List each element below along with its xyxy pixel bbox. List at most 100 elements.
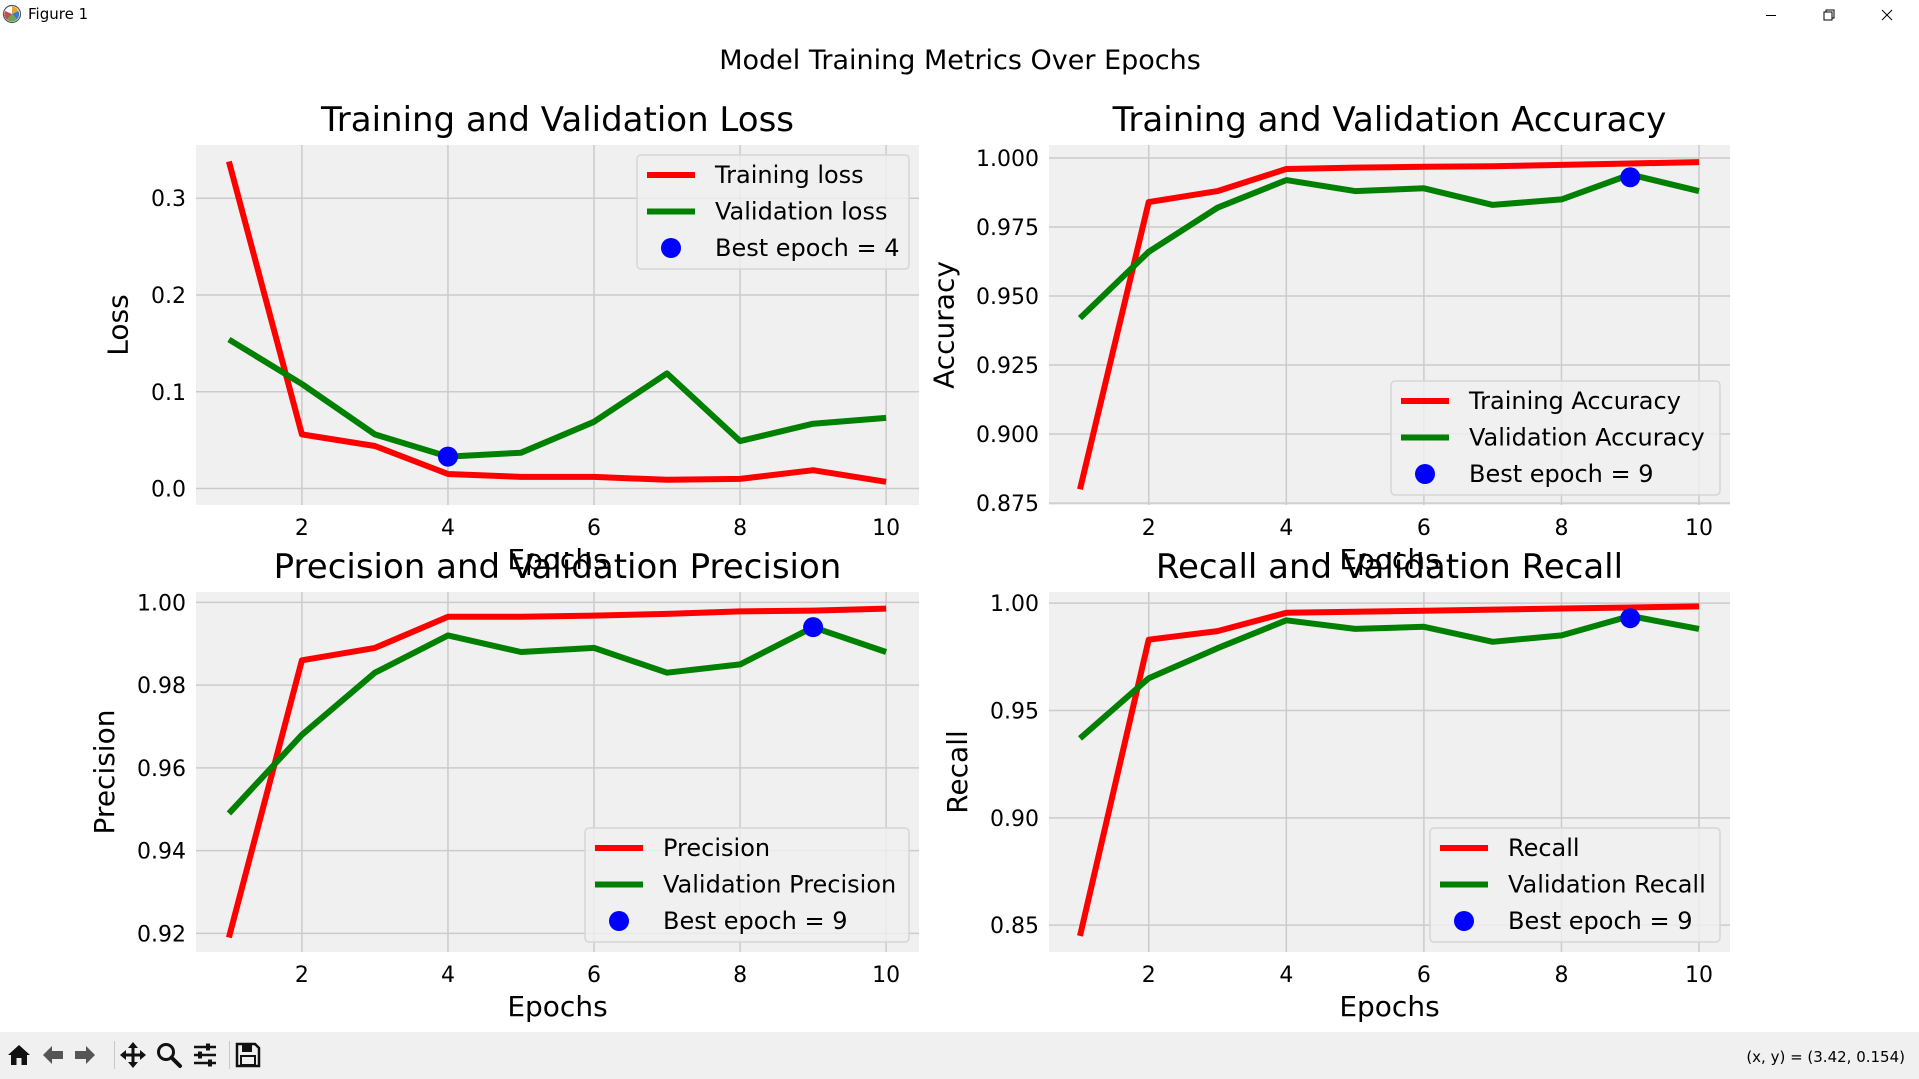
legend-entry-training: Training loss (714, 161, 864, 189)
y-tick-label: 0.90 (990, 807, 1039, 832)
legend-entry-validation: Validation Precision (663, 871, 896, 899)
zoom-button[interactable] (153, 1039, 185, 1071)
x-tick-label: 6 (587, 963, 601, 988)
pan-button[interactable] (117, 1039, 149, 1071)
y-tick-label: 0.94 (137, 840, 186, 865)
x-tick-label: 2 (295, 963, 309, 988)
close-button[interactable] (1858, 0, 1916, 29)
x-tick-label: 8 (1554, 963, 1568, 988)
legend: Precision Validation Precision Best epoch … (584, 827, 910, 943)
configure-subplots-button[interactable] (189, 1039, 221, 1071)
legend-swatch-dot (1415, 464, 1435, 484)
figure-suptitle: Model Training Metrics Over Epochs (719, 45, 1201, 76)
legend-swatch-dot (661, 238, 681, 258)
toolbar-separator (114, 1041, 115, 1069)
x-tick-label: 4 (1279, 516, 1293, 541)
legend-entry-validation: Validation Recall (1508, 871, 1706, 899)
x-tick-label: 4 (441, 963, 455, 988)
y-tick-label: 0.0 (151, 478, 186, 503)
subplot-3: 2 4 6 8 10 0.92 0.94 0.96 0.98 1.00 Precision and … (88, 547, 919, 1023)
legend-swatch-dot (1454, 911, 1474, 931)
best-epoch-marker (803, 617, 824, 638)
legend-box (1429, 827, 1721, 943)
x-tick-label: 6 (587, 516, 601, 541)
best-epoch-marker (1620, 608, 1641, 629)
x-tick-label: 10 (872, 516, 900, 541)
x-tick-label: 10 (872, 963, 900, 988)
x-axis-label: Epochs (507, 543, 607, 576)
y-tick-label: 0.85 (990, 914, 1039, 939)
save-button[interactable] (232, 1039, 264, 1071)
y-tick-label: 1.00 (990, 592, 1039, 617)
x-tick-label: 6 (1417, 963, 1431, 988)
legend-entry-best: Best epoch = 9 (1469, 460, 1654, 488)
navigation-toolbar: (x, y) = (3.42, 0.154) (0, 1032, 1919, 1079)
y-tick-label: 0.3 (151, 187, 186, 212)
y-axis-label: Precision (88, 710, 121, 835)
training-series-line (1077, 603, 1700, 937)
x-tick-label: 4 (441, 516, 455, 541)
legend-swatch-dot (609, 911, 629, 931)
best-epoch-marker (437, 446, 458, 467)
y-tick-label: 0.1 (151, 381, 186, 406)
x-axis-label: Epochs (1339, 990, 1439, 1023)
legend-entry-training: Precision (663, 834, 770, 862)
legend-box (584, 827, 910, 943)
y-tick-label: 0.2 (151, 284, 186, 309)
validation-series-line (226, 624, 888, 816)
x-tick-label: 2 (1142, 516, 1156, 541)
subplot-2: 2 4 6 8 10 0.875 0.900 0.925 0.950 0.975 1.000 Trai… (928, 100, 1730, 576)
legend-entry-best: Best epoch = 4 (715, 234, 900, 262)
training-series-line (226, 160, 887, 485)
legend-entry-best: Best epoch = 9 (1508, 907, 1693, 935)
x-tick-label: 10 (1685, 963, 1713, 988)
x-tick-label: 10 (1685, 516, 1713, 541)
x-tick-label: 8 (733, 516, 747, 541)
configure-icon (194, 1043, 216, 1067)
toolbar-separator (229, 1041, 230, 1069)
back-icon (43, 1046, 63, 1064)
minimize-button[interactable] (1742, 0, 1800, 29)
legend-box (1390, 380, 1721, 496)
zoom-icon (157, 1043, 182, 1068)
restore-icon (1823, 9, 1835, 20)
y-tick-label: 0.900 (976, 423, 1039, 448)
restore-button[interactable] (1800, 0, 1858, 29)
validation-series-line (227, 336, 887, 460)
y-tick-label: 0.875 (976, 492, 1039, 517)
forward-icon (75, 1046, 95, 1064)
subplots: 2 4 6 8 10 0.0 0.1 0.2 0.3 Training and Validatio… (88, 100, 1730, 1023)
y-axis-label: Loss (102, 294, 135, 355)
x-axis-label: Epochs (507, 990, 607, 1023)
cursor-coordinates: (x, y) = (3.42, 0.154) (1746, 1048, 1905, 1066)
y-tick-label: 1.000 (976, 147, 1039, 172)
pan-icon (120, 1042, 146, 1068)
y-tick-label: 0.92 (137, 922, 186, 947)
x-tick-label: 2 (1142, 963, 1156, 988)
y-tick-label: 0.975 (976, 216, 1039, 241)
legend-entry-validation: Validation Accuracy (1469, 424, 1705, 452)
y-tick-label: 0.925 (976, 354, 1039, 379)
back-button[interactable] (37, 1039, 69, 1071)
save-icon (235, 1042, 261, 1068)
legend-entry-training: Training Accuracy (1468, 387, 1681, 415)
x-tick-label: 6 (1417, 516, 1431, 541)
legend: Recall Validation Recall Best epoch = 9 (1429, 827, 1721, 943)
legend: Training loss Validation loss Best epoch =… (636, 154, 910, 270)
legend-entry-validation: Validation loss (715, 198, 888, 226)
home-button[interactable] (3, 1039, 35, 1071)
validation-series-line (1078, 613, 1700, 741)
best-epoch-marker (1620, 167, 1641, 188)
subplot-title: Training and Validation Loss (320, 100, 794, 140)
x-axis-label: Epochs (1339, 543, 1439, 576)
window-titlebar: Figure 1 (0, 0, 1919, 29)
x-tick-label: 4 (1279, 963, 1293, 988)
subplot-4: 2 4 6 8 10 0.85 0.90 0.95 1.00 Recall and Validat… (941, 547, 1730, 1023)
close-icon (1881, 9, 1893, 20)
validation-series-line (1077, 171, 1700, 321)
forward-button[interactable] (69, 1039, 101, 1071)
legend-entry-best: Best epoch = 9 (663, 907, 848, 935)
y-tick-label: 0.96 (137, 757, 186, 782)
figure-canvas[interactable]: Model Training Metrics Over Epochs 2 4 6 8 1… (0, 29, 1919, 1032)
subplot-title: Recall and Validation Recall (1156, 547, 1623, 587)
